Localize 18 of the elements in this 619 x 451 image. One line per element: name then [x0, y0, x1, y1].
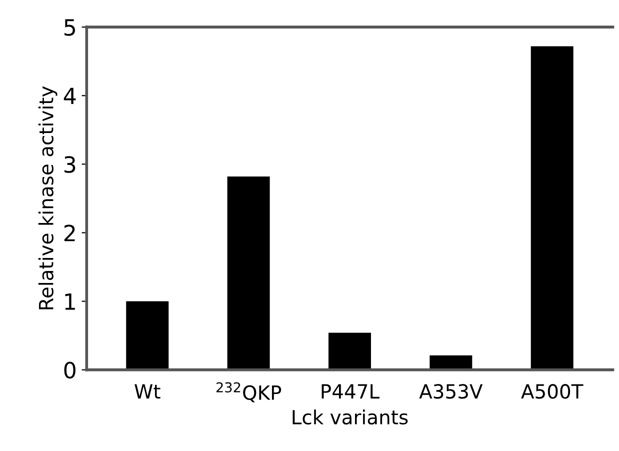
x-tick-label: P447L [322, 384, 380, 398]
y-tick-label: 1 [65, 294, 75, 310]
x-tick-label: Wt [134, 384, 160, 398]
x-tick-label: A500T [521, 384, 584, 399]
bar [126, 301, 169, 370]
y-tick-label: 5 [64, 19, 75, 36]
x-axis-title: Lck variants [292, 409, 408, 425]
x-tick-label: $^{232}$QKP [216, 382, 282, 402]
bar [328, 332, 371, 370]
y-axis-title: Relative kinase activity [38, 86, 58, 310]
y-tick-label: 0 [64, 362, 76, 379]
y-tick-label: 4 [64, 88, 76, 104]
x-tick-label: A353V [419, 384, 483, 399]
bar [227, 176, 270, 370]
bar [430, 355, 472, 370]
y-tick-label: 3 [64, 156, 76, 173]
bar [530, 46, 574, 370]
y-tick-label: 2 [64, 224, 75, 242]
